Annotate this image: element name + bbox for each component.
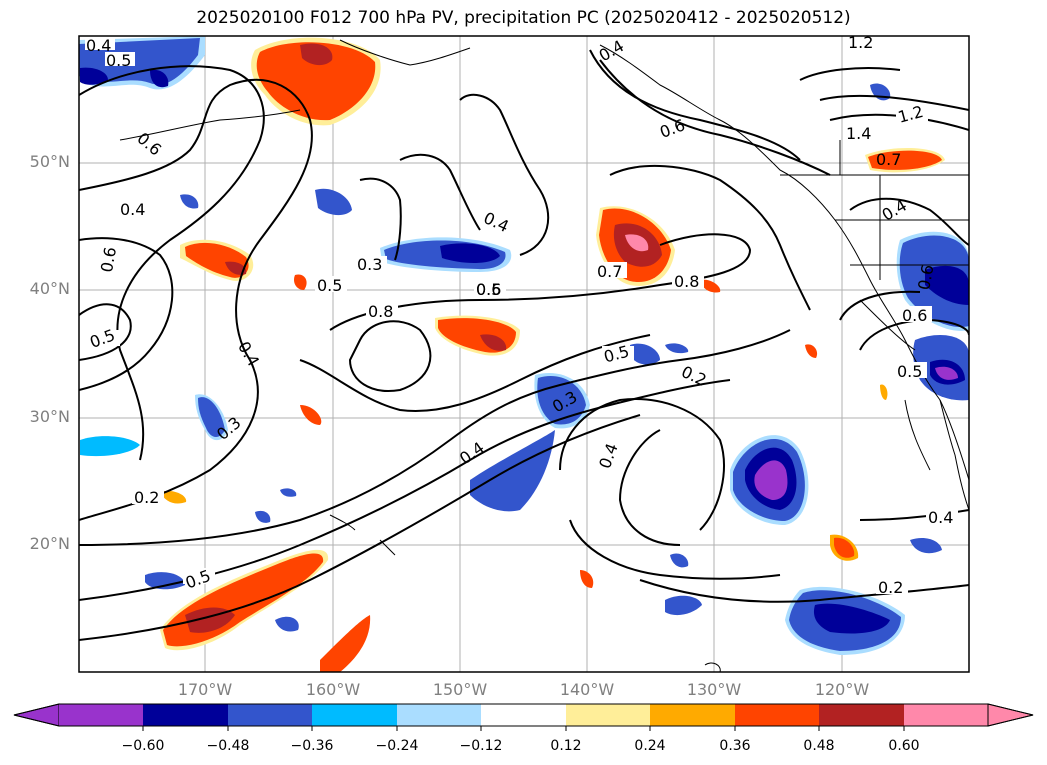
colorbar-tick-label: −0.48 xyxy=(206,738,250,754)
lon-label: 160°W xyxy=(305,680,361,699)
contour-label: 0.4 xyxy=(481,208,512,236)
contour-label: 0.4 xyxy=(456,438,488,468)
colorbar-segment xyxy=(228,704,312,726)
lon-label: 170°W xyxy=(177,680,233,699)
contour-label: 0.6 xyxy=(657,115,687,142)
colorbar-segment xyxy=(819,704,904,726)
contour-label: 1.4 xyxy=(846,124,871,143)
lat-label: 30°N xyxy=(29,407,70,426)
contour-labels: 0.4 0.5 0.6 0.4 0.6 0.5 0.4 0.3 0.2 0.5 … xyxy=(85,33,958,597)
colorbar-tick-label: 0.12 xyxy=(550,738,582,754)
contour-label: 0.6 xyxy=(914,263,937,291)
colorbar-segment xyxy=(143,704,228,726)
contour-label: 0.4 xyxy=(928,508,953,527)
contour-label: 0.5 xyxy=(87,325,117,352)
contour-label: 0.7 xyxy=(876,150,901,169)
colorbar-tick-label: −0.60 xyxy=(121,738,165,754)
colorbar-tick-label: 0.48 xyxy=(803,738,835,754)
contour-label: 0.2 xyxy=(678,362,709,390)
precip-shading xyxy=(79,36,969,672)
colorbar-segment xyxy=(312,704,397,726)
colorbar-tick-label: 0.24 xyxy=(634,738,666,754)
colorbar-max-arrow xyxy=(987,703,1034,727)
colorbar-min-arrow xyxy=(13,703,60,727)
colorbar-segment xyxy=(481,704,566,726)
contour-label: 0.5 xyxy=(106,51,131,70)
contour-label: 0.8 xyxy=(674,272,699,291)
contour-label: 0.6 xyxy=(97,245,120,273)
contour-label: 0.2 xyxy=(878,578,903,597)
contour-label: 0.6 xyxy=(476,280,501,299)
contour-label: 0.4 xyxy=(234,338,263,370)
colorbar-segment xyxy=(650,704,735,726)
contour-label: 0.2 xyxy=(134,488,159,507)
colorbar xyxy=(13,703,1034,731)
colorbar-segment xyxy=(735,704,819,726)
contour-label: 0.4 xyxy=(595,441,622,471)
lon-label: 130°W xyxy=(686,680,742,699)
colorbar-segment xyxy=(59,704,143,726)
contour-label: 0.7 xyxy=(597,262,622,281)
lat-label: 20°N xyxy=(29,534,70,553)
lat-label: 40°N xyxy=(29,279,70,298)
contour-label: 0.8 xyxy=(368,302,393,321)
contour-label: 0.5 xyxy=(476,280,501,299)
colorbar-segment xyxy=(397,704,481,726)
map-title: 2025020100 F012 700 hPa PV, precipitatio… xyxy=(196,8,851,28)
colorbar-segment xyxy=(904,704,988,726)
map-frame xyxy=(78,35,970,673)
contour-label: 0.4 xyxy=(86,36,111,55)
coastlines xyxy=(119,39,969,672)
colorbar-outline xyxy=(13,703,1034,727)
contour-label: 0.3 xyxy=(357,255,382,274)
colorbar-tick-label: 0.60 xyxy=(888,738,920,754)
colorbar-tick-label: −0.24 xyxy=(375,738,419,754)
lat-label: 50°N xyxy=(29,152,70,171)
map-area: 0.4 0.5 0.6 0.4 0.6 0.5 0.4 0.3 0.2 0.5 … xyxy=(79,33,969,672)
lon-label: 140°W xyxy=(559,680,615,699)
lon-label: 120°W xyxy=(814,680,870,699)
contour-label: 0.6 xyxy=(902,306,927,325)
contour-label: 0.6 xyxy=(133,129,165,160)
lon-label: 150°W xyxy=(432,680,488,699)
contour-label: 1.2 xyxy=(848,33,873,52)
contour-label: 0.5 xyxy=(317,276,342,295)
contour-label: 0.5 xyxy=(897,362,922,381)
colorbar-tick-label: 0.36 xyxy=(719,738,751,754)
contour-label: 0.4 xyxy=(120,200,145,219)
colorbar-segment xyxy=(566,704,650,726)
colorbar-tick-label: −0.36 xyxy=(290,738,334,754)
colorbar-tick-label: −0.12 xyxy=(459,738,503,754)
